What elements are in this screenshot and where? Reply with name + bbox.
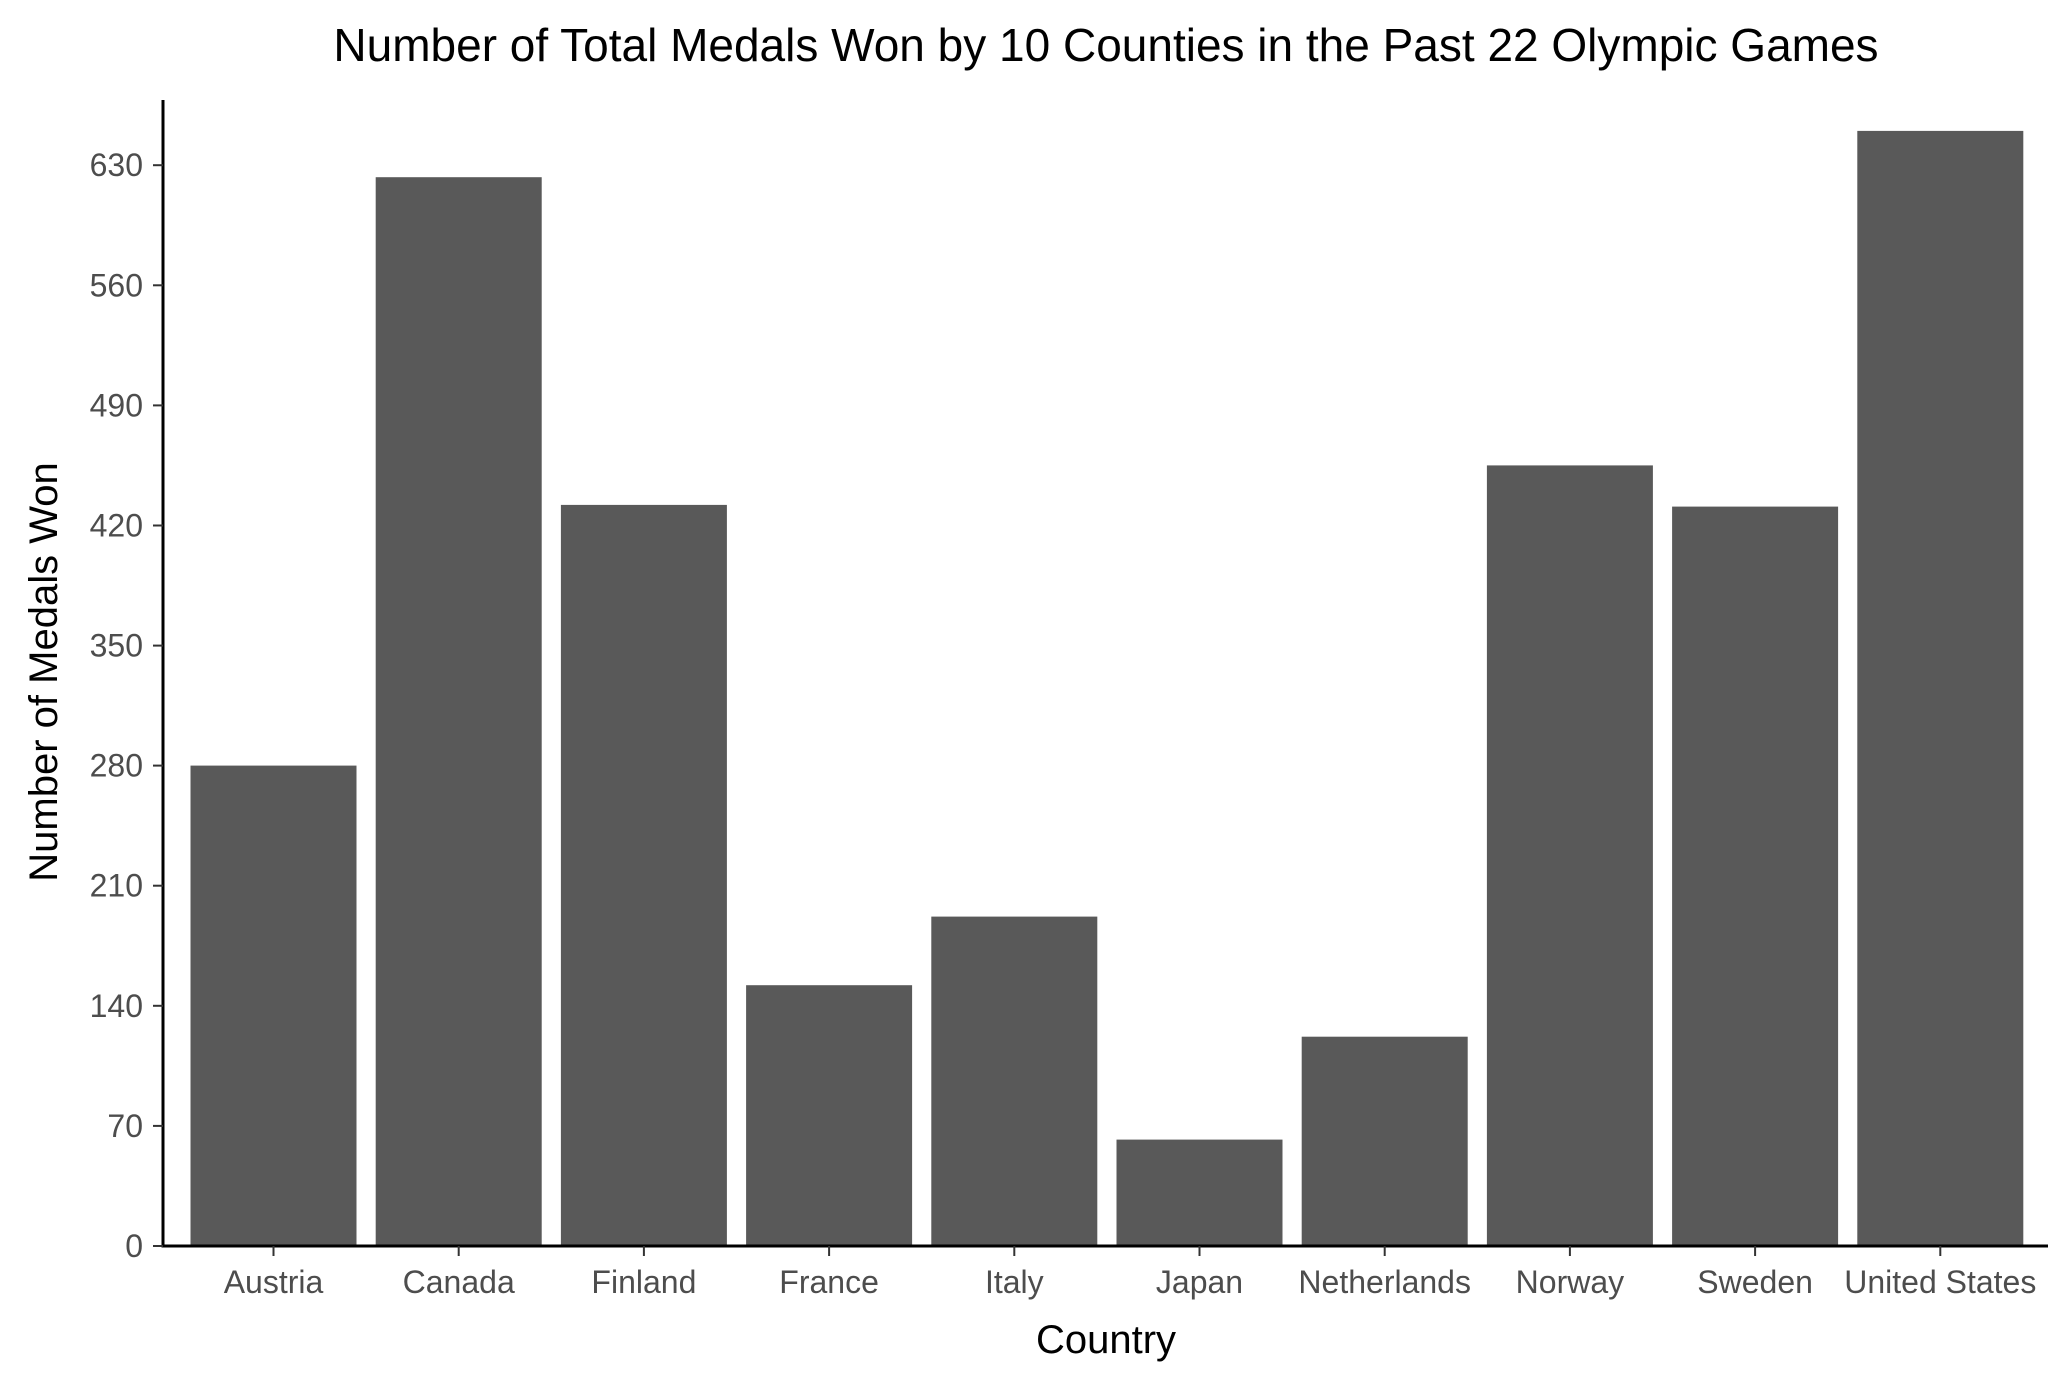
bar-canada	[375, 177, 542, 1247]
y-tick-label: 350	[90, 628, 143, 664]
y-axis-title: Number of Medals Won	[22, 462, 66, 881]
y-tick-label: 70	[107, 1108, 143, 1144]
x-tick-label: United States	[1844, 1264, 2036, 1300]
x-tick-label: Sweden	[1697, 1264, 1813, 1300]
x-axis-ticks: Austria Canada Finland France Italy Japan Neth…	[224, 1246, 2036, 1300]
x-tick-label: Austria	[224, 1264, 324, 1300]
y-axis-ticks: 0 70 140 210 280 350 420 490 560 630	[90, 147, 163, 1264]
x-tick-label: Canada	[403, 1264, 515, 1300]
y-tick-label: 0	[125, 1228, 143, 1264]
bar-sweden	[1672, 506, 1839, 1247]
y-tick-label: 560	[90, 267, 143, 303]
x-tick-label: Italy	[985, 1264, 1044, 1300]
bar-japan	[1116, 1139, 1283, 1246]
y-tick-label: 280	[90, 748, 143, 784]
y-tick-label: 210	[90, 868, 143, 904]
x-tick-label: Norway	[1516, 1264, 1624, 1300]
bar-finland	[560, 504, 727, 1246]
bar-netherlands	[1301, 1036, 1468, 1246]
bars-group	[190, 130, 2024, 1247]
y-tick-label: 420	[90, 508, 143, 544]
bar-austria	[190, 765, 357, 1246]
x-tick-label: Netherlands	[1298, 1264, 1471, 1300]
y-tick-label: 490	[90, 387, 143, 423]
x-tick-label: Japan	[1156, 1264, 1243, 1300]
x-axis-title: Country	[1036, 1318, 1176, 1362]
x-tick-label: Finland	[591, 1264, 696, 1300]
bar-italy	[931, 916, 1098, 1246]
bar-france	[746, 985, 913, 1246]
bar-norway	[1486, 465, 1653, 1246]
y-tick-label: 630	[90, 147, 143, 183]
x-tick-label: France	[779, 1264, 879, 1300]
bar-united-states	[1857, 130, 2024, 1246]
y-tick-label: 140	[90, 988, 143, 1024]
chart-title: Number of Total Medals Won by 10 Countie…	[333, 19, 1878, 71]
